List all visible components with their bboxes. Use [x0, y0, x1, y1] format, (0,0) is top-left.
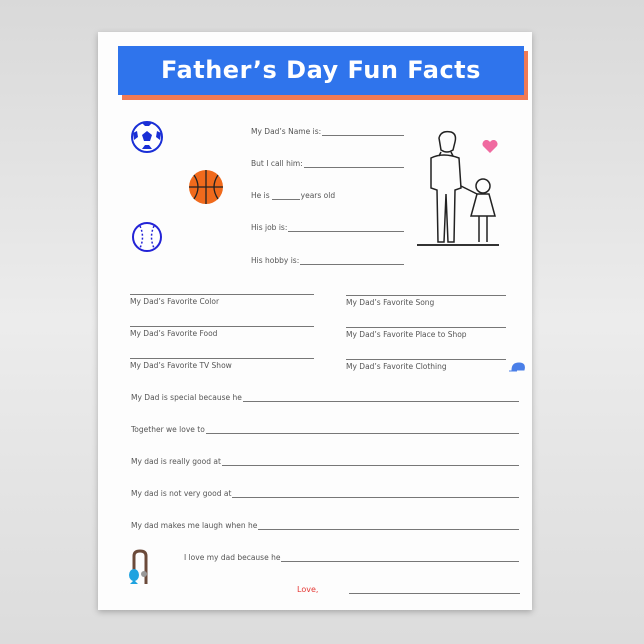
- love-signoff: Love,: [297, 585, 319, 594]
- answer-line[interactable]: [242, 392, 519, 402]
- sentence-special[interactable]: My Dad is special because he: [131, 390, 519, 402]
- sentence-not-good-at[interactable]: My dad is not very good at: [131, 486, 519, 498]
- answer-line[interactable]: [258, 520, 519, 530]
- soccer-ball-icon: [131, 121, 163, 153]
- sentence-label: My dad is not very good at: [131, 489, 232, 498]
- fishing-rod-fish-icon: [129, 549, 148, 584]
- sentence-label: My dad is really good at: [131, 457, 221, 466]
- sentence-label: I love my dad because he: [184, 553, 281, 562]
- favorite-tv-show[interactable]: My Dad’s Favorite TV Show: [130, 358, 314, 370]
- answer-line[interactable]: [322, 126, 404, 136]
- answer-line[interactable]: [281, 552, 519, 562]
- field-label: His job is:: [251, 223, 288, 232]
- basketball-icon: [189, 170, 223, 204]
- favorite-song[interactable]: My Dad’s Favorite Song: [346, 295, 506, 307]
- field-dad-name[interactable]: My Dad’s Name is:: [251, 124, 404, 136]
- sentence-label: My dad makes me laugh when he: [131, 521, 258, 530]
- signature-line[interactable]: [349, 584, 520, 594]
- answer-line[interactable]: [205, 424, 519, 434]
- cap-icon: [509, 362, 525, 372]
- sentence-laugh[interactable]: My dad makes me laugh when he: [131, 518, 519, 530]
- page-title: Father’s Day Fun Facts: [118, 46, 524, 95]
- answer-line[interactable]: [221, 456, 519, 466]
- answer-line[interactable]: [232, 488, 519, 498]
- favorite-clothing[interactable]: My Dad’s Favorite Clothing: [346, 359, 506, 371]
- field-hobby[interactable]: His hobby is:: [251, 253, 404, 265]
- sentence-label: Together we love to: [131, 425, 205, 434]
- field-age[interactable]: He is years old: [251, 188, 341, 200]
- baseball-icon: [132, 222, 162, 252]
- field-label: He is: [251, 191, 270, 200]
- field-suffix: years old: [300, 191, 336, 200]
- father-daughter-illustration-icon: [417, 130, 499, 246]
- answer-line[interactable]: [303, 158, 404, 168]
- field-label: My Dad’s Name is:: [251, 127, 322, 136]
- favorite-place-to-shop[interactable]: My Dad’s Favorite Place to Shop: [346, 327, 506, 339]
- field-call-him[interactable]: But I call him:: [251, 156, 404, 168]
- sentence-good-at[interactable]: My dad is really good at: [131, 454, 519, 466]
- field-label: His hobby is:: [251, 256, 300, 265]
- field-label: But I call him:: [251, 159, 303, 168]
- favorite-color[interactable]: My Dad’s Favorite Color: [130, 294, 314, 306]
- favorite-food[interactable]: My Dad’s Favorite Food: [130, 326, 314, 338]
- sentence-label: My Dad is special because he: [131, 393, 242, 402]
- answer-line[interactable]: [271, 190, 300, 200]
- field-job[interactable]: His job is:: [251, 220, 404, 232]
- answer-line[interactable]: [288, 222, 404, 232]
- sentence-love-because[interactable]: I love my dad because he: [184, 550, 519, 562]
- heart-icon: [482, 140, 498, 153]
- signoff-row[interactable]: Love,: [297, 582, 520, 594]
- worksheet-page: [98, 32, 532, 610]
- answer-line[interactable]: [300, 255, 404, 265]
- sentence-together[interactable]: Together we love to: [131, 422, 519, 434]
